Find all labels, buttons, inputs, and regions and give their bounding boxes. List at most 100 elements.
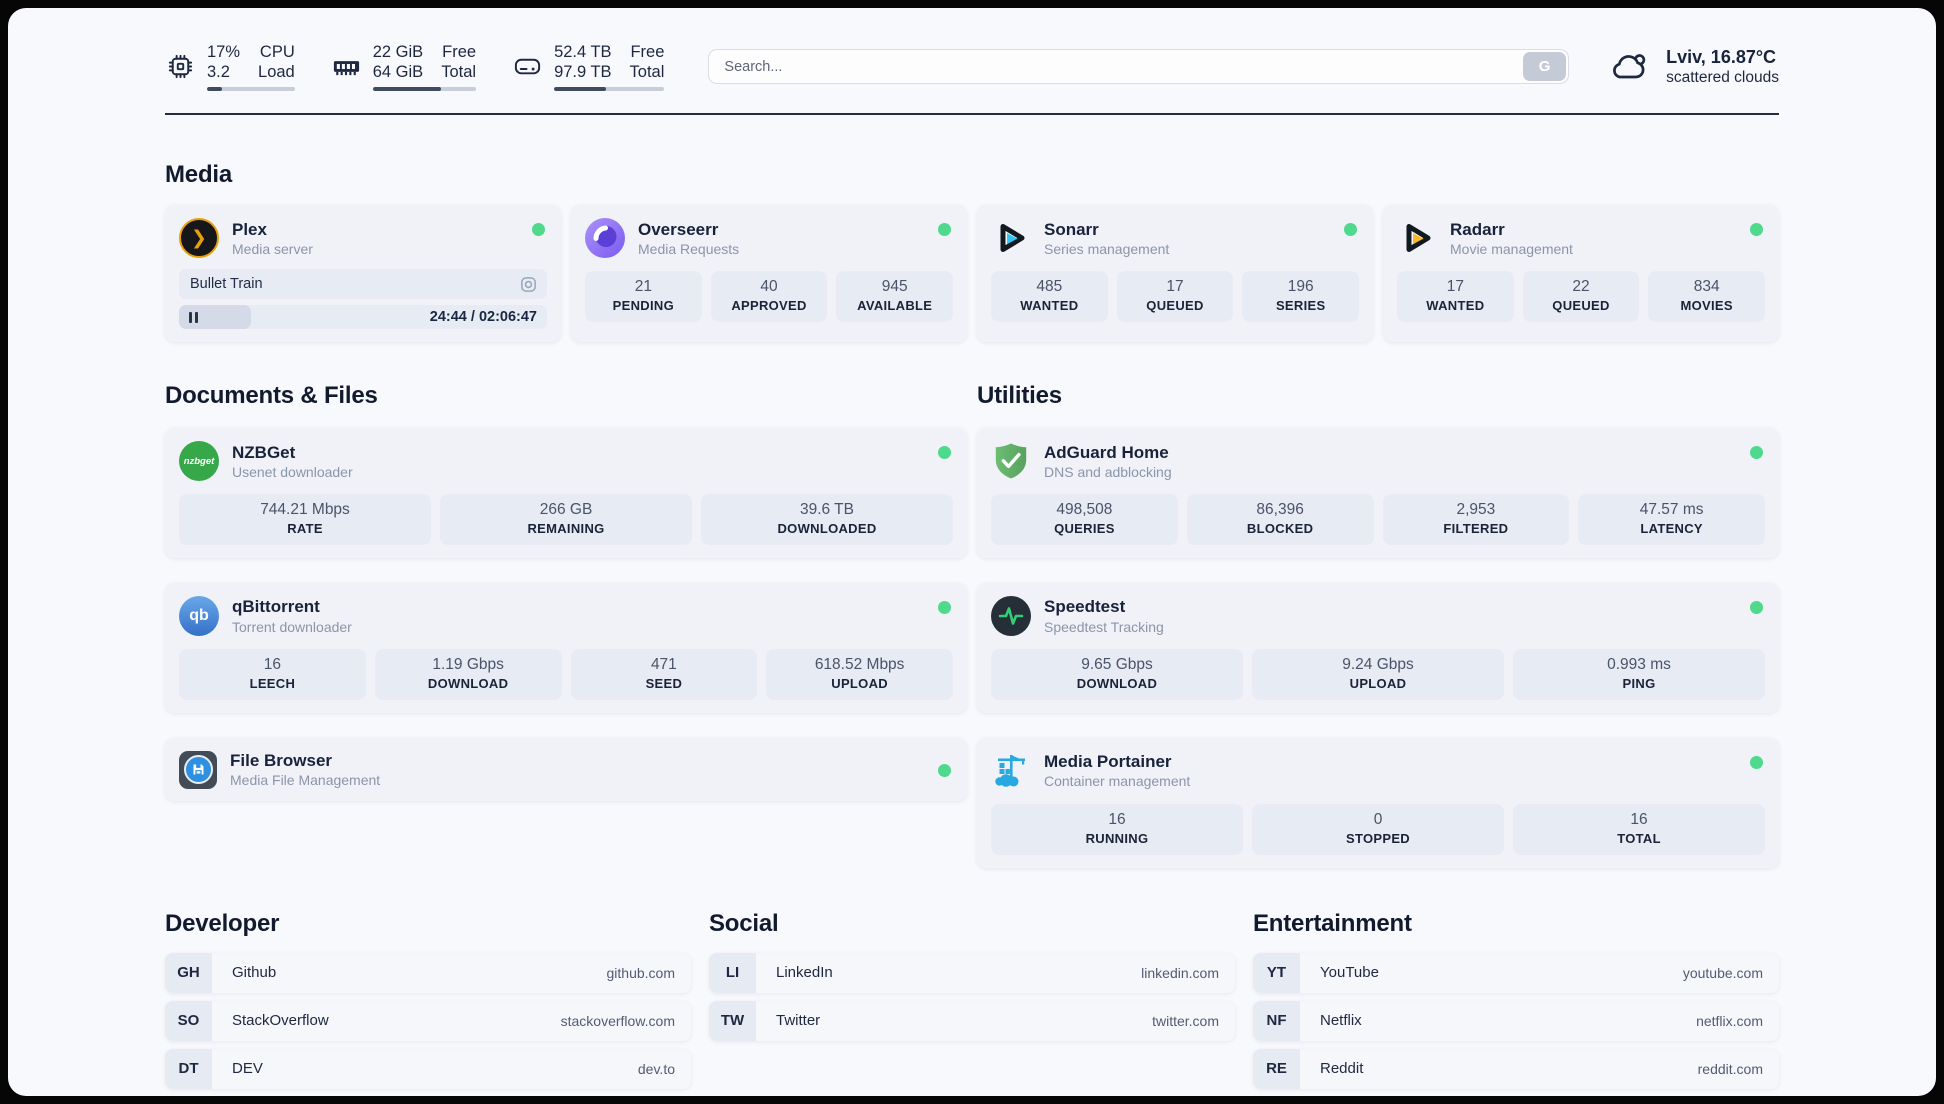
section-social: Social LI LinkedIn linkedin.com TW Twitt… xyxy=(709,910,1235,1096)
radarr-card: Radarr Movie management 17 WANTED 22 QUE… xyxy=(1383,205,1779,343)
status-dot xyxy=(1344,223,1357,237)
status-dot xyxy=(938,223,951,237)
status-dot xyxy=(938,446,951,460)
stat-remaining: 266 GB REMAINING xyxy=(440,494,692,546)
app-name[interactable]: Media Portainer xyxy=(1044,752,1172,772)
stat-filtered: 2,953 FILTERED xyxy=(1382,494,1570,546)
section-documents: Documents & Files nzbget NZBGet Usenet d… xyxy=(165,382,967,802)
status-dot xyxy=(1750,601,1763,615)
documents-heading: Documents & Files xyxy=(165,382,378,410)
speedtest-icon[interactable] xyxy=(991,596,1031,637)
cpu-progress-bar xyxy=(207,87,295,92)
qbittorrent-icon[interactable]: qb xyxy=(179,596,219,637)
filebrowser-card: File Browser Media File Management xyxy=(165,737,967,802)
stat-upload: 9.24 Gbps UPLOAD xyxy=(1252,649,1504,700)
bookmark-youtube[interactable]: YT YouTube youtube.com xyxy=(1253,952,1779,993)
stat-queued: 17 QUEUED xyxy=(1116,271,1234,323)
stat-series: 196 SERIES xyxy=(1242,271,1360,323)
stat-approved: 40 APPROVED xyxy=(710,271,828,323)
bookmark-dev[interactable]: DT DEV dev.to xyxy=(165,1048,691,1089)
app-subtitle: DNS and adblocking xyxy=(1044,463,1172,480)
app-subtitle: Movie management xyxy=(1450,240,1573,257)
stat-wanted: 485 WANTED xyxy=(991,271,1108,323)
stackoverflow-badge-icon: SO xyxy=(165,1000,212,1041)
app-name[interactable]: Overseerr xyxy=(638,219,719,239)
status-dot xyxy=(532,223,545,237)
status-dot xyxy=(938,763,951,777)
ram-widget: 22 GiB 64 GiB Free Total xyxy=(331,42,477,92)
portainer-card: Media Portainer Container management 16 … xyxy=(977,737,1779,868)
weather-location: Lviv, 16.87°C xyxy=(1666,47,1777,68)
cpu-label: CPU xyxy=(259,43,295,61)
stat-download: 1.19 Gbps DOWNLOAD xyxy=(374,649,562,700)
app-subtitle: Media File Management xyxy=(230,772,381,789)
search-bar: G xyxy=(708,49,1570,85)
cloud-icon xyxy=(1613,54,1646,79)
stat-rate: 744.21 Mbps RATE xyxy=(179,494,431,546)
app-subtitle: Media Requests xyxy=(638,240,740,257)
bookmark-twitter[interactable]: TW Twitter twitter.com xyxy=(709,1000,1235,1041)
search-input[interactable] xyxy=(708,49,1570,85)
search-engine-button[interactable]: G xyxy=(1523,52,1567,82)
adguard-card: AdGuard Home DNS and adblocking 498,508 … xyxy=(977,428,1779,559)
qbittorrent-card: qb qBittorrent Torrent downloader 16 LEE… xyxy=(165,583,967,713)
app-name[interactable]: AdGuard Home xyxy=(1044,442,1169,462)
cpu-usage-value: 17% xyxy=(207,43,241,61)
utilities-heading: Utilities xyxy=(977,382,1062,410)
stat-upload: 618.52 Mbps UPLOAD xyxy=(766,649,953,700)
entertainment-heading: Entertainment xyxy=(1253,909,1412,937)
radarr-icon[interactable] xyxy=(1397,218,1437,258)
dev-badge-icon: DT xyxy=(165,1048,212,1089)
disk-progress-bar xyxy=(554,87,665,92)
stat-seed: 471 SEED xyxy=(570,649,758,700)
app-subtitle: Container management xyxy=(1044,773,1191,790)
stat-download: 9.65 Gbps DOWNLOAD xyxy=(991,649,1243,700)
app-name[interactable]: Radarr xyxy=(1450,219,1505,239)
nzbget-card: nzbget NZBGet Usenet downloader 744.21 M… xyxy=(165,428,967,559)
ram-free-label: Free xyxy=(442,43,477,61)
youtube-badge-icon: YT xyxy=(1253,952,1300,993)
app-subtitle: Series management xyxy=(1044,240,1170,257)
app-subtitle: Torrent downloader xyxy=(232,618,352,635)
overseerr-icon[interactable] xyxy=(585,218,625,259)
now-playing-row: Bullet Train xyxy=(179,269,547,300)
weather-condition: scattered clouds xyxy=(1666,68,1779,86)
social-heading: Social xyxy=(709,909,779,937)
developer-heading: Developer xyxy=(165,909,280,937)
twitter-badge-icon: TW xyxy=(709,1000,756,1041)
plex-card: ❯ Plex Media server Bullet Train xyxy=(165,205,561,343)
ram-total-value: 64 GiB xyxy=(372,63,424,82)
bookmark-linkedin[interactable]: LI LinkedIn linkedin.com xyxy=(709,952,1235,993)
ram-total-label: Total xyxy=(441,63,477,82)
adguard-icon[interactable] xyxy=(991,441,1031,481)
bookmark-reddit[interactable]: RE Reddit reddit.com xyxy=(1253,1048,1779,1089)
session-icon[interactable] xyxy=(519,275,538,294)
weather-widget: Lviv, 16.87°C scattered clouds xyxy=(1607,46,1779,87)
section-media: Media ❯ Plex Media server Bullet Train xyxy=(165,161,1779,343)
pause-icon[interactable] xyxy=(189,311,198,323)
app-name[interactable]: NZBGet xyxy=(232,442,296,462)
disk-total-label: Total xyxy=(629,63,665,82)
bookmark-stackoverflow[interactable]: SO StackOverflow stackoverflow.com xyxy=(165,1000,691,1041)
cpu-icon xyxy=(168,55,193,79)
app-name[interactable]: Plex xyxy=(232,219,267,239)
stat-total: 16 TOTAL xyxy=(1513,803,1765,855)
stat-downloaded: 39.6 TB DOWNLOADED xyxy=(701,494,953,546)
bookmark-netflix[interactable]: NF Netflix netflix.com xyxy=(1253,1000,1779,1041)
app-name[interactable]: File Browser xyxy=(230,750,333,770)
filebrowser-icon[interactable] xyxy=(179,750,217,789)
portainer-icon[interactable] xyxy=(991,751,1031,791)
bookmark-github[interactable]: GH Github github.com xyxy=(165,952,691,993)
cpu-widget: 17% 3.2 CPU Load xyxy=(165,42,295,92)
plex-icon[interactable]: ❯ xyxy=(179,218,219,259)
app-name[interactable]: Speedtest xyxy=(1044,597,1126,617)
section-developer: Developer GH Github github.com SO StackO… xyxy=(165,910,691,1096)
nzbget-icon[interactable]: nzbget xyxy=(179,441,219,482)
sonarr-icon[interactable] xyxy=(991,218,1031,258)
stat-queries: 498,508 QUERIES xyxy=(991,494,1178,546)
playback-time: 24:44 / 02:06:47 xyxy=(429,309,537,326)
disk-icon xyxy=(514,58,541,75)
app-name[interactable]: qBittorrent xyxy=(232,597,320,617)
status-dot xyxy=(1750,755,1763,769)
app-name[interactable]: Sonarr xyxy=(1044,219,1099,239)
